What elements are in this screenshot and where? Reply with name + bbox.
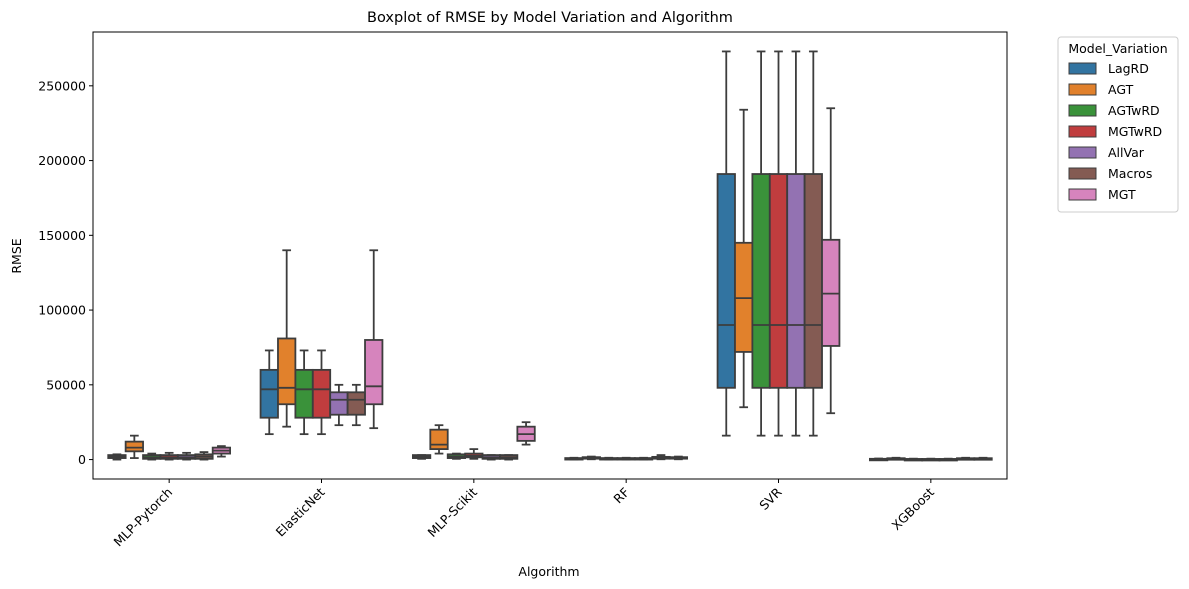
box-macros-mlp-scikit bbox=[499, 454, 519, 461]
plot-frame bbox=[92, 31, 1008, 480]
box-allvar-svr bbox=[786, 50, 806, 437]
y-tick-label: 0 bbox=[78, 452, 86, 467]
box-mgtwrd-xgboost bbox=[921, 457, 941, 462]
series-agt bbox=[124, 108, 906, 461]
series-lagrd bbox=[107, 50, 889, 462]
y-tick-label: 200000 bbox=[38, 153, 86, 168]
legend-swatch-agt bbox=[1068, 83, 1097, 96]
box-agtwrd-svr bbox=[751, 50, 771, 437]
box-mgtwrd-mlp-pytorch bbox=[159, 451, 179, 461]
box-allvar-xgboost bbox=[938, 457, 958, 462]
box-allvar-mlp-scikit bbox=[481, 454, 501, 461]
chart-title: Boxplot of RMSE by Model Variation and A… bbox=[367, 10, 733, 26]
box-allvar-elasticnet bbox=[329, 383, 349, 427]
box-agtwrd-rf bbox=[599, 456, 619, 461]
x-tick-label-mlp-scikit: MLP-Scikit bbox=[425, 484, 481, 540]
plot-area bbox=[107, 50, 993, 462]
legend-label-mgt: MGT bbox=[1108, 187, 1136, 202]
legend-label-macros: Macros bbox=[1108, 166, 1152, 181]
x-tick-label-mlp-pytorch: MLP-Pytorch bbox=[110, 485, 175, 550]
box-mgtwrd-svr bbox=[768, 50, 789, 437]
box-iqr bbox=[329, 391, 349, 416]
box-lagrd-elasticnet bbox=[259, 349, 279, 436]
box-macros-mlp-pytorch bbox=[194, 451, 214, 461]
box-agtwrd-mlp-scikit bbox=[446, 452, 467, 460]
box-allvar-mlp-pytorch bbox=[176, 451, 197, 461]
box-agt-svr bbox=[734, 108, 754, 409]
box-iqr bbox=[751, 173, 771, 389]
box-agt-elasticnet bbox=[277, 249, 297, 428]
box-macros-elasticnet bbox=[346, 383, 366, 427]
series-mgt bbox=[211, 107, 993, 461]
box-lagrd-rf bbox=[564, 456, 584, 461]
box-iqr bbox=[277, 337, 297, 406]
y-tick-label: 50000 bbox=[46, 377, 86, 392]
legend-swatch-macros bbox=[1068, 167, 1097, 180]
legend-swatch-mgtwrd bbox=[1068, 125, 1097, 138]
legend-label-lagrd: LagRD bbox=[1108, 61, 1149, 76]
box-lagrd-xgboost bbox=[869, 457, 889, 462]
y-tick-label: 150000 bbox=[38, 228, 86, 243]
box-iqr bbox=[311, 368, 332, 419]
legend: Model_Variation LagRD AGT AGTwRD MGTwRD AllV… bbox=[1057, 36, 1179, 213]
box-agtwrd-elasticnet bbox=[294, 349, 314, 436]
box-mgtwrd-elasticnet bbox=[311, 349, 332, 436]
box-iqr bbox=[259, 368, 279, 419]
box-agt-mlp-pytorch bbox=[124, 434, 144, 459]
y-axis: 0 50000 100000 150000 200000 250000 bbox=[38, 78, 93, 467]
series-mgtwrd bbox=[159, 50, 941, 462]
box-agtwrd-mlp-pytorch bbox=[142, 452, 162, 461]
box-agt-xgboost bbox=[886, 456, 906, 461]
box-macros-rf bbox=[651, 454, 671, 461]
box-iqr bbox=[768, 173, 789, 389]
box-lagrd-mlp-scikit bbox=[411, 454, 432, 460]
box-mgt-elasticnet bbox=[364, 249, 384, 430]
box-agtwrd-xgboost bbox=[903, 457, 924, 462]
x-tick-label-rf: RF bbox=[610, 485, 632, 507]
box-iqr bbox=[364, 339, 384, 406]
legend-label-mgtwrd: MGTwRD bbox=[1108, 124, 1162, 139]
box-mgt-mlp-scikit bbox=[516, 421, 536, 446]
x-tick-label-svr: SVR bbox=[756, 484, 785, 513]
legend-title: Model_Variation bbox=[1068, 41, 1167, 56]
box-mgt-xgboost bbox=[973, 456, 993, 461]
box-iqr bbox=[786, 173, 806, 389]
box-macros-xgboost bbox=[956, 456, 976, 461]
box-iqr bbox=[346, 391, 366, 416]
y-axis-label: RMSE bbox=[9, 238, 24, 273]
legend-swatch-lagrd bbox=[1068, 62, 1097, 75]
box-iqr bbox=[716, 173, 736, 389]
box-mgt-svr bbox=[821, 107, 841, 415]
legend-label-agtwrd: AGTwRD bbox=[1108, 103, 1160, 118]
x-axis-label: Algorithm bbox=[518, 564, 579, 579]
series-agtwrd bbox=[142, 50, 924, 462]
box-macros-svr bbox=[803, 50, 823, 437]
x-tick-label-xgboost: XGBoost bbox=[888, 484, 937, 533]
box-iqr bbox=[429, 428, 449, 451]
box-iqr bbox=[803, 173, 823, 389]
y-tick-label: 100000 bbox=[38, 303, 86, 318]
legend-swatch-allvar bbox=[1068, 146, 1097, 159]
legend-swatch-mgt bbox=[1068, 188, 1097, 201]
legend-swatch-agtwrd bbox=[1068, 104, 1097, 117]
legend-label-allvar: AllVar bbox=[1108, 145, 1145, 160]
box-mgtwrd-rf bbox=[616, 456, 636, 461]
box-mgt-mlp-pytorch bbox=[211, 445, 231, 458]
box-agt-mlp-scikit bbox=[429, 424, 449, 455]
series-allvar bbox=[176, 50, 958, 462]
legend-label-agt: AGT bbox=[1108, 82, 1134, 97]
box-mgt-rf bbox=[668, 455, 689, 461]
box-iqr bbox=[294, 368, 314, 419]
box-allvar-rf bbox=[633, 456, 654, 461]
y-tick-label: 250000 bbox=[38, 78, 86, 93]
box-lagrd-mlp-pytorch bbox=[107, 453, 127, 461]
box-lagrd-svr bbox=[716, 50, 736, 437]
x-tick-label-elasticnet: ElasticNet bbox=[273, 484, 328, 539]
box-iqr bbox=[124, 440, 144, 453]
box-agt-rf bbox=[581, 455, 601, 461]
x-axis: MLP-Pytorch ElasticNet MLP-Scikit RF SVR XGBo… bbox=[110, 479, 937, 549]
box-mgtwrd-mlp-scikit bbox=[464, 448, 484, 460]
